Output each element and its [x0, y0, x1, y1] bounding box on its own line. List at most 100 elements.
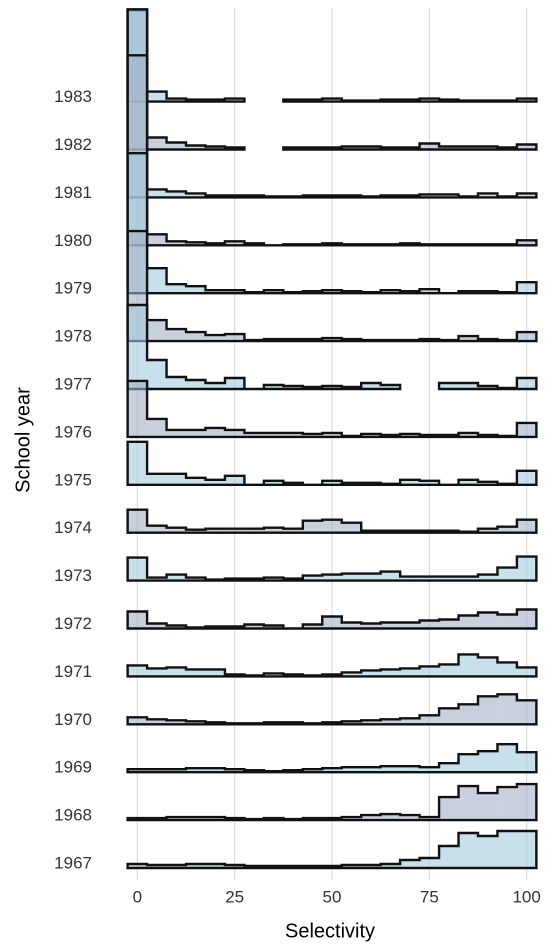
bin — [147, 360, 167, 389]
bin — [419, 666, 440, 677]
bin — [341, 721, 362, 725]
bin — [166, 429, 187, 437]
bin — [224, 241, 245, 246]
bin — [380, 864, 401, 868]
bin — [127, 557, 148, 581]
bin — [322, 290, 342, 294]
bin — [244, 624, 264, 629]
bin — [341, 865, 362, 868]
ridge-outline — [126, 440, 538, 486]
bin — [497, 526, 517, 533]
bin — [439, 576, 459, 581]
bin — [361, 767, 381, 773]
bin — [439, 846, 459, 868]
bin — [166, 574, 187, 581]
bin — [166, 142, 187, 150]
bin — [439, 146, 459, 150]
bin — [458, 615, 478, 629]
bin — [224, 334, 245, 342]
bin — [166, 865, 187, 868]
bin — [458, 833, 478, 868]
bin — [322, 386, 342, 389]
bin — [186, 242, 206, 246]
bin — [302, 624, 323, 629]
bin — [516, 240, 537, 246]
bin — [477, 386, 498, 389]
y-tick-label: 1980 — [54, 231, 92, 250]
bin — [361, 383, 381, 389]
ridge-outline — [126, 608, 538, 630]
ridge — [126, 303, 538, 391]
bin — [477, 146, 498, 150]
bin — [127, 509, 148, 533]
bin — [263, 385, 284, 389]
bin — [439, 664, 459, 677]
bin — [341, 672, 362, 677]
bin — [283, 528, 303, 533]
bin — [205, 528, 225, 533]
bin — [497, 614, 517, 629]
bin — [497, 831, 517, 868]
bin — [166, 769, 187, 773]
bin — [166, 241, 187, 246]
bin — [166, 284, 187, 294]
bin — [477, 836, 498, 868]
bin — [166, 377, 187, 389]
bin — [186, 193, 206, 198]
bin — [400, 860, 420, 868]
bin — [380, 719, 401, 725]
bin — [341, 573, 362, 581]
bin — [361, 623, 381, 629]
ridge — [126, 829, 538, 870]
bin — [186, 286, 206, 294]
bin — [127, 717, 148, 725]
bin — [147, 189, 167, 198]
bin — [263, 577, 284, 581]
ridge — [126, 608, 538, 630]
ridge-outline — [282, 97, 538, 103]
bin — [166, 817, 187, 821]
ridge-outline — [437, 376, 538, 391]
bin — [224, 429, 245, 437]
bin — [244, 528, 264, 533]
grid — [136, 8, 528, 880]
bin — [186, 380, 206, 389]
bin — [361, 670, 381, 677]
bin — [205, 146, 225, 150]
y-tick-label: 1982 — [54, 135, 92, 154]
bin — [166, 527, 187, 533]
bin — [147, 769, 167, 773]
ridge-outline — [126, 152, 538, 295]
bin — [147, 623, 167, 629]
bin — [147, 268, 167, 294]
ridge — [126, 379, 538, 439]
ridges — [126, 8, 538, 870]
y-tick-label: 1971 — [54, 662, 92, 681]
y-axis-label: School year — [12, 387, 34, 493]
bin — [400, 766, 420, 773]
bin — [205, 768, 225, 773]
bin — [205, 817, 225, 821]
bin — [439, 797, 459, 821]
bin — [186, 669, 206, 677]
bin — [419, 620, 440, 629]
y-tick-label: 1968 — [54, 806, 92, 825]
bin — [516, 831, 537, 868]
bin — [516, 470, 537, 485]
bin — [322, 480, 342, 485]
y-tick-label: 1970 — [54, 710, 92, 729]
bin — [458, 336, 478, 342]
bin — [147, 525, 167, 533]
bin — [458, 786, 478, 821]
bin — [380, 669, 401, 677]
bin — [224, 769, 245, 773]
bin — [516, 98, 537, 102]
y-tick-label: 1975 — [54, 470, 92, 489]
bin — [186, 577, 206, 581]
bin — [380, 766, 401, 773]
bin — [263, 432, 284, 437]
bin — [400, 576, 420, 581]
bin — [361, 720, 381, 725]
bin — [361, 433, 381, 437]
